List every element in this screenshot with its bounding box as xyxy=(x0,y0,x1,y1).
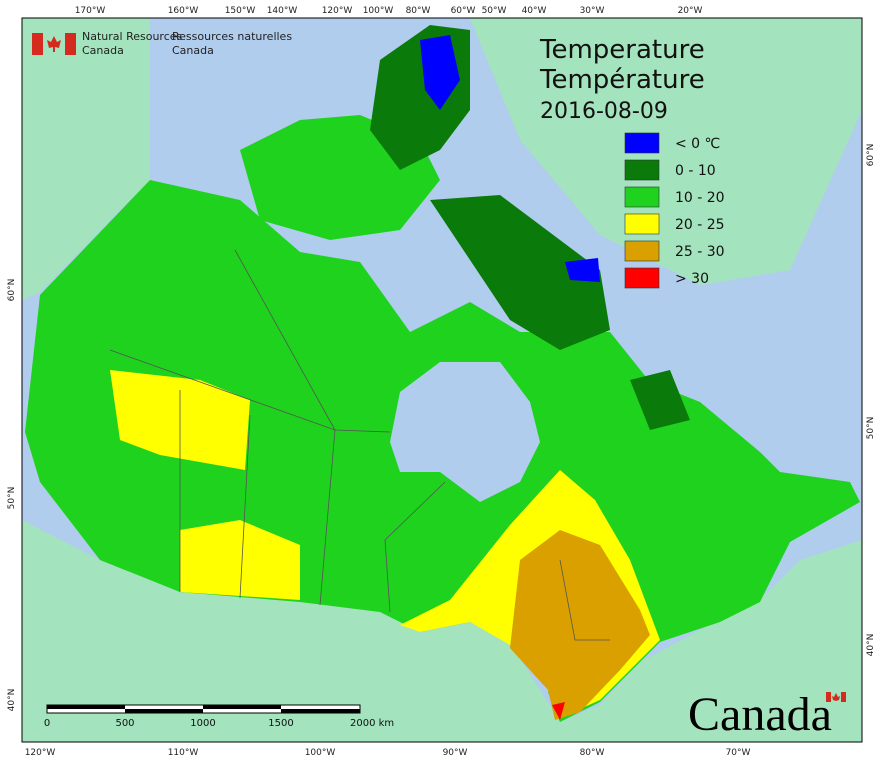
graticule-label: 140°W xyxy=(267,6,298,16)
flag-bar xyxy=(841,692,846,702)
graticule-label: 80°W xyxy=(406,6,431,16)
legend-swatch xyxy=(624,159,660,181)
scale-label: 1500 xyxy=(268,718,293,729)
graticule-label: 150°W xyxy=(225,6,256,16)
graticule-labels: 170°W 160°W 150°W 140°W 120°W 100°W 80°W 60°W 50… xyxy=(7,6,876,758)
header: Natural Resources Canada Ressources natu… xyxy=(32,30,292,57)
graticule-label: 90°W xyxy=(443,748,468,758)
graticule-label: 100°W xyxy=(363,6,394,16)
legend-label: 25 - 30 xyxy=(675,244,725,260)
graticule-label: 40°W xyxy=(522,6,547,16)
org-name: Canada xyxy=(172,44,214,57)
hudson-bay xyxy=(390,362,540,502)
scale-bar-seg xyxy=(125,709,203,713)
legend-label: 20 - 25 xyxy=(675,217,725,233)
maple-leaf xyxy=(47,36,61,52)
graticule-label: 60°N xyxy=(7,279,17,302)
scale-label: 500 xyxy=(115,718,134,729)
greenland xyxy=(470,18,862,285)
graticule-label: 100°W xyxy=(305,748,336,758)
scale-label: 1000 xyxy=(190,718,215,729)
baffin xyxy=(430,195,610,350)
border xyxy=(559,559,610,641)
graticule-label: 60°N xyxy=(866,144,876,167)
graticule-label: 120°W xyxy=(25,748,56,758)
united-states xyxy=(22,520,862,742)
title: Température xyxy=(539,65,705,95)
graticule-label: 110°W xyxy=(168,748,199,758)
map-frame xyxy=(21,17,863,743)
legend-label: 10 - 20 xyxy=(675,190,725,206)
very-hot xyxy=(552,702,565,720)
legend-label: 0 - 10 xyxy=(675,163,716,179)
hot-ontario xyxy=(510,530,650,720)
legend-label: < 0 ℃ xyxy=(675,136,720,152)
border xyxy=(234,249,336,606)
legend-label: > 30 xyxy=(675,271,709,287)
graticule-label: 50°N xyxy=(866,417,876,440)
ice-cap xyxy=(420,35,460,110)
graticule-label: 170°W xyxy=(75,6,106,16)
graticule-label: 160°W xyxy=(168,6,199,16)
graticule-label: 120°W xyxy=(322,6,353,16)
legend-swatch xyxy=(624,240,660,262)
labrador-cold xyxy=(630,370,690,430)
org-name: Ressources naturelles xyxy=(172,30,292,43)
legend-swatch xyxy=(624,132,660,154)
graticule-label: 60°W xyxy=(451,6,476,16)
graticule-label: 50°N xyxy=(7,487,17,510)
graticule-label: 70°W xyxy=(726,748,751,758)
alaska xyxy=(22,18,150,300)
flag-bar xyxy=(65,33,76,55)
scale-label: 2000 km xyxy=(350,718,394,729)
map xyxy=(21,17,863,743)
canada-wordmark: Canada xyxy=(688,688,832,741)
date: 2016-08-09 xyxy=(540,99,668,124)
border xyxy=(239,414,251,599)
scale-bar-seg xyxy=(47,705,125,709)
legend: < 0 ℃ 0 - 10 10 - 20 20 - 25 25 - 30 > 30 xyxy=(624,132,725,289)
flag-bar xyxy=(826,692,831,702)
maple-leaf xyxy=(832,693,840,701)
legend-swatch xyxy=(624,267,660,289)
graticule-label: 50°W xyxy=(482,6,507,16)
graticule-label: 20°W xyxy=(678,6,703,16)
border xyxy=(384,481,446,613)
org-name: Natural Resources xyxy=(82,30,183,43)
scale-bar: 0 500 1000 1500 2000 km xyxy=(44,704,394,729)
legend-swatch xyxy=(624,213,660,235)
warm-prairie xyxy=(180,520,300,600)
legend-swatch xyxy=(624,186,660,208)
flag-bar xyxy=(32,33,43,55)
org-name: Canada xyxy=(82,44,124,57)
graticule-label: 30°W xyxy=(580,6,605,16)
title: Temperature xyxy=(539,35,705,65)
ice-cap xyxy=(565,258,600,282)
graticule-label: 40°N xyxy=(866,634,876,657)
graticule-label: 40°N xyxy=(7,689,17,712)
scale-bar-seg xyxy=(203,705,281,709)
scale-label: 0 xyxy=(44,718,50,729)
graticule-label: 80°W xyxy=(580,748,605,758)
wordmark: Canada xyxy=(688,688,846,741)
scale-bar-seg xyxy=(281,709,360,713)
